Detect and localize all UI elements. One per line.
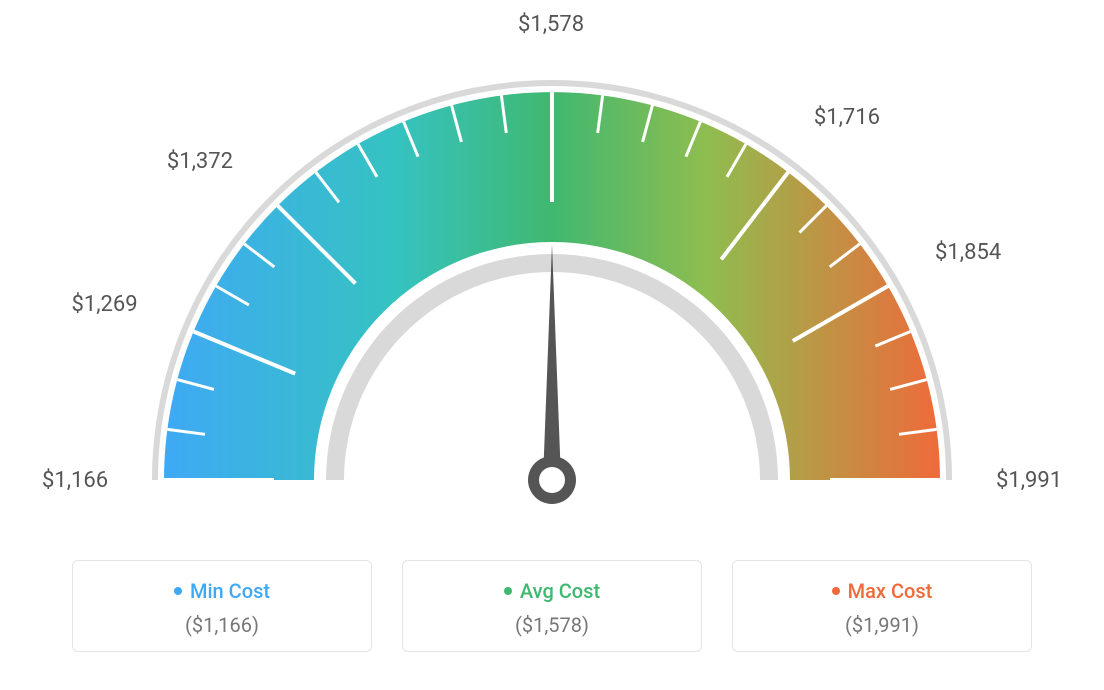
dot-icon	[174, 587, 182, 595]
gauge-scale-label: $1,991	[996, 468, 1062, 493]
legend-avg-value: ($1,578)	[413, 613, 691, 637]
gauge-needle	[528, 244, 576, 504]
legend-max-label: Max Cost	[848, 579, 933, 603]
legend-avg-label: Avg Cost	[520, 579, 600, 603]
dot-icon	[832, 587, 840, 595]
legend-min-label: Min Cost	[190, 579, 270, 603]
gauge-chart: $1,166$1,269$1,372$1,578$1,716$1,854$1,9…	[22, 20, 1082, 540]
gauge-scale-label: $1,372	[167, 149, 233, 174]
gauge-scale-label: $1,269	[71, 292, 137, 317]
legend-min-value: ($1,166)	[83, 613, 361, 637]
dot-icon	[504, 587, 512, 595]
legend-max-card: Max Cost ($1,991)	[732, 560, 1032, 652]
gauge-scale-label: $1,166	[42, 468, 108, 493]
gauge-scale-label: $1,854	[935, 240, 1001, 265]
gauge-scale-label: $1,716	[814, 105, 880, 130]
gauge-scale-label: $1,578	[518, 12, 584, 37]
gauge-svg	[22, 20, 1082, 540]
legend-min-title: Min Cost	[83, 579, 361, 603]
legend-min-card: Min Cost ($1,166)	[72, 560, 372, 652]
legend-max-value: ($1,991)	[743, 613, 1021, 637]
legend-max-title: Max Cost	[743, 579, 1021, 603]
legend-avg-title: Avg Cost	[413, 579, 691, 603]
legend-row: Min Cost ($1,166) Avg Cost ($1,578) Max …	[20, 560, 1084, 652]
legend-avg-card: Avg Cost ($1,578)	[402, 560, 702, 652]
